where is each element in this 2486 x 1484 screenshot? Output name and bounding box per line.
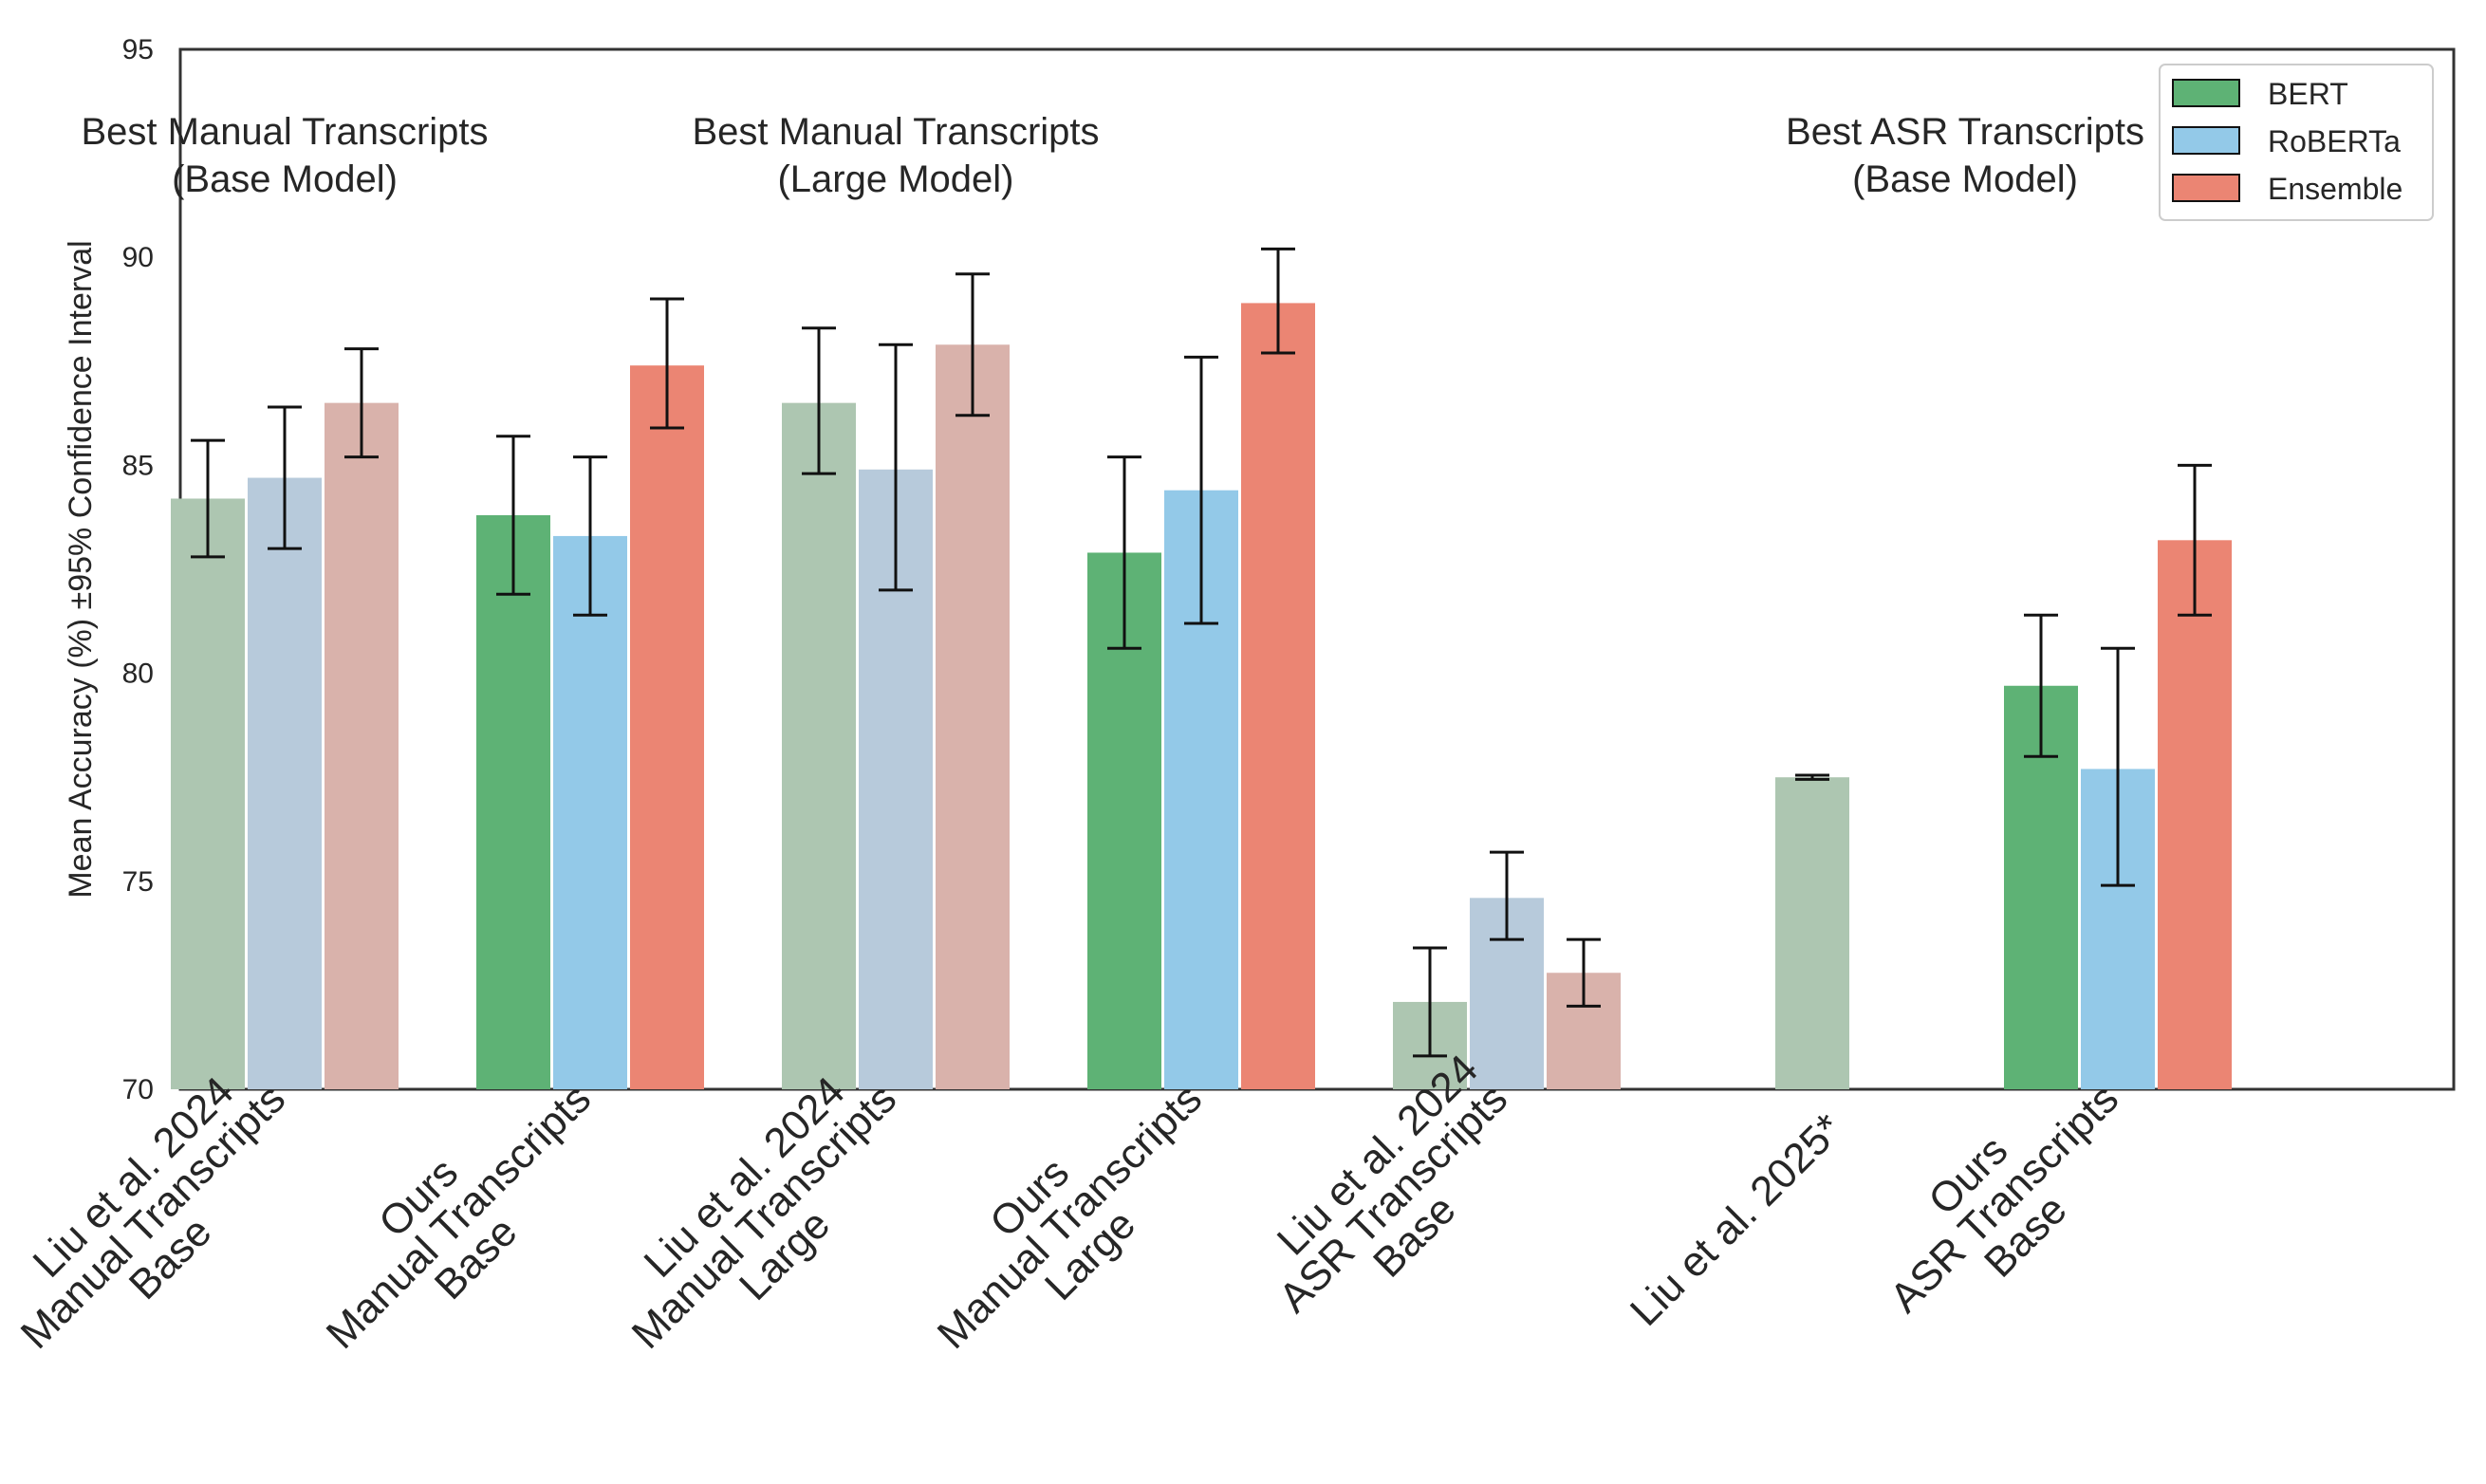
legend-label-ensemble: Ensemble bbox=[2268, 172, 2403, 206]
bar-bert-cat-0 bbox=[171, 498, 245, 1089]
bars-layer bbox=[171, 303, 2232, 1090]
legend-swatch-roberta bbox=[2172, 126, 2240, 155]
bar-ensemble-cat-6 bbox=[2158, 540, 2232, 1089]
annotation-1-line-1: (Large Model) bbox=[777, 158, 1013, 200]
annotations-layer: Best Manual Transcripts (Base Model) Best … bbox=[81, 111, 2143, 200]
y-axis-ticks: 70 75 80 85 90 95 bbox=[122, 34, 154, 1105]
bar-bert-cat-1 bbox=[476, 515, 550, 1089]
bar-ensemble-cat-3 bbox=[1241, 303, 1315, 1089]
y-tick-label: 85 bbox=[122, 450, 154, 481]
annotation-2-line-0: Best ASR Transcripts bbox=[1786, 111, 2144, 153]
x-category-line: Manual Transcripts bbox=[623, 1075, 905, 1357]
x-category-line: Liu et al. 2025* bbox=[1622, 1105, 1851, 1335]
legend-label-roberta: RoBERTa bbox=[2268, 124, 2401, 158]
annotation-1-line-0: Best Manual Transcripts bbox=[692, 111, 1099, 153]
legend-swatch-ensemble bbox=[2172, 174, 2240, 202]
error-bars-layer bbox=[191, 247, 2212, 1058]
bar-bert-cat-5 bbox=[1775, 777, 1849, 1089]
annotation-2-line-1: (Base Model) bbox=[1852, 158, 2078, 200]
annotation-0-line-1: (Base Model) bbox=[172, 158, 398, 200]
x-category-label-5: Liu et al. 2025* bbox=[1622, 1105, 1851, 1335]
legend-label-bert: BERT bbox=[2268, 77, 2348, 111]
x-category-line: Manual Transcripts bbox=[929, 1075, 1211, 1357]
bar-bert-cat-2 bbox=[782, 402, 856, 1089]
y-tick-label: 80 bbox=[122, 659, 154, 690]
y-axis-label: Mean Accuracy (%) ±95% Confidence Interv… bbox=[63, 240, 99, 898]
x-category-line: Manual Transcripts bbox=[318, 1075, 600, 1357]
y-tick-label: 95 bbox=[122, 34, 154, 65]
bar-ensemble-cat-0 bbox=[325, 402, 399, 1089]
y-tick-label: 90 bbox=[122, 242, 154, 273]
bar-roberta-cat-1 bbox=[553, 535, 627, 1089]
bar-roberta-cat-0 bbox=[248, 477, 322, 1089]
legend: BERT RoBERTa Ensemble bbox=[2159, 64, 2434, 221]
bar-ensemble-cat-1 bbox=[630, 365, 704, 1090]
annotation-0-line-0: Best Manual Transcripts bbox=[81, 111, 488, 153]
y-tick-label: 75 bbox=[122, 866, 154, 898]
x-category-line: Manual Transcripts bbox=[12, 1075, 294, 1357]
x-category-line: ASR Transcripts bbox=[1882, 1075, 2127, 1321]
bar-ensemble-cat-2 bbox=[936, 344, 1010, 1089]
legend-swatch-bert bbox=[2172, 79, 2240, 107]
y-tick-label: 70 bbox=[122, 1074, 154, 1105]
